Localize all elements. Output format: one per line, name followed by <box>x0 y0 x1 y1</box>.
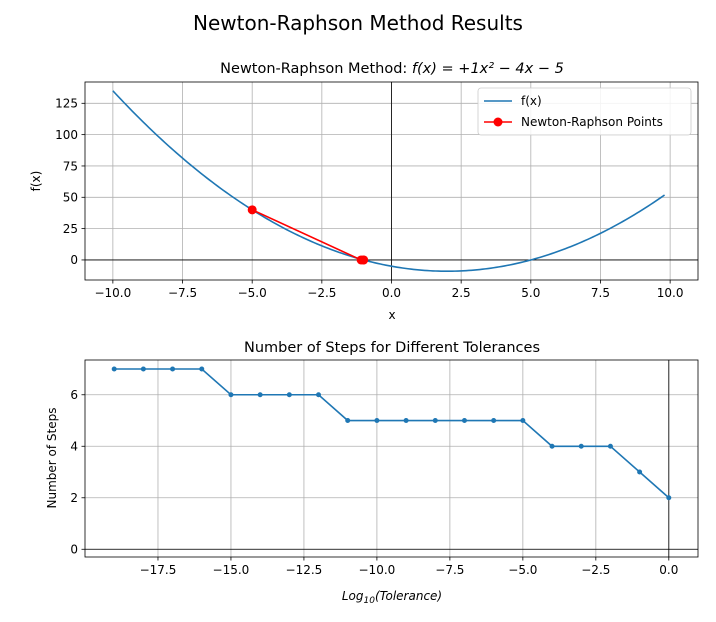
steps-point <box>607 443 613 449</box>
x-tick-label: −2.5 <box>581 563 610 577</box>
nr-plot-xlabel: x <box>388 308 395 322</box>
x-tick-label: −7.5 <box>435 563 464 577</box>
steps-plot-xlabel: Log10(Tolerance) <box>342 589 442 606</box>
steps-point <box>286 392 292 398</box>
x-tick-label: −10.0 <box>359 563 396 577</box>
nr-plot-ylabel: f(x) <box>29 171 43 192</box>
legend-marker-nr <box>493 117 503 127</box>
series-line-fx <box>112 90 666 273</box>
steps-point <box>491 418 497 424</box>
steps-point <box>316 392 322 398</box>
steps-plot-series <box>111 366 672 501</box>
y-tick-label: 25 <box>63 222 78 236</box>
steps-plot-ticks: −17.5 −15.0 −12.5 −10.0 −7.5 −5.0 −2.5 0.0 0 2 4 6 <box>70 388 678 577</box>
nr-function-plot: Newton-Raphson Method: f(x) = +1x² − 4x … <box>29 61 699 322</box>
y-tick-label: 2 <box>70 491 78 505</box>
x-tick-label: 5.0 <box>521 286 540 300</box>
steps-point <box>432 418 438 424</box>
steps-point <box>549 443 555 449</box>
steps-point <box>345 418 351 424</box>
y-tick-label: 125 <box>55 97 78 111</box>
steps-point <box>461 418 467 424</box>
nr-point <box>247 205 257 215</box>
legend-label-nr: Newton-Raphson Points <box>521 115 663 129</box>
nr-plot-title: Newton-Raphson Method: f(x) = +1x² − 4x … <box>220 61 564 77</box>
x-tick-label: −10.0 <box>94 286 131 300</box>
steps-point <box>578 443 584 449</box>
steps-point <box>199 366 205 372</box>
series-line-steps <box>114 368 670 499</box>
x-tick-label: 10.0 <box>657 286 684 300</box>
x-tick-label: −5.0 <box>508 563 537 577</box>
x-tick-label: −12.5 <box>286 563 323 577</box>
x-tick-label: −15.0 <box>213 563 250 577</box>
y-tick-label: 6 <box>70 388 78 402</box>
steps-plot-frame <box>84 359 699 558</box>
nr-plot-legend: f(x) Newton-Raphson Points <box>477 87 692 136</box>
steps-point <box>170 366 176 372</box>
y-tick-label: 75 <box>63 159 78 173</box>
x-tick-label: 0.0 <box>659 563 678 577</box>
nr-plot-series <box>112 90 666 273</box>
x-tick-label: 2.5 <box>452 286 471 300</box>
steps-plot-grid <box>85 360 698 557</box>
y-tick-label: 4 <box>70 440 78 454</box>
steps-point <box>257 392 263 398</box>
steps-point <box>374 418 380 424</box>
steps-point <box>228 392 234 398</box>
x-tick-label: 0.0 <box>382 286 401 300</box>
x-tick-label: −17.5 <box>140 563 177 577</box>
x-tick-label: −7.5 <box>168 286 197 300</box>
y-tick-label: 100 <box>55 128 78 142</box>
x-tick-label: −2.5 <box>307 286 336 300</box>
steps-point <box>637 469 643 475</box>
y-tick-label: 0 <box>70 543 78 557</box>
series-line-nr <box>251 209 364 261</box>
steps-point <box>520 418 526 424</box>
nr-plot-ticks: −10.0 −7.5 −5.0 −2.5 0.0 2.5 5.0 7.5 10.0 0 25 50 75… <box>55 97 683 300</box>
y-tick-label: 0 <box>70 253 78 267</box>
steps-point <box>403 418 409 424</box>
nr-plot-zero-lines <box>85 82 698 280</box>
steps-point <box>111 366 117 372</box>
legend-label-fx: f(x) <box>521 94 542 108</box>
figure-suptitle: Newton-Raphson Method Results <box>193 11 523 35</box>
tolerance-steps-plot: Number of Steps for Different Tolerances… <box>45 340 699 606</box>
steps-plot-zero-lines <box>85 360 698 557</box>
steps-plot-ylabel: Number of Steps <box>45 408 59 509</box>
legend-box <box>477 87 692 136</box>
x-tick-label: −5.0 <box>238 286 267 300</box>
steps-plot-title: Number of Steps for Different Tolerances <box>244 340 540 356</box>
steps-point <box>140 366 146 372</box>
y-tick-label: 50 <box>63 191 78 205</box>
steps-point <box>666 495 672 501</box>
nr-point <box>359 255 369 265</box>
x-tick-label: 7.5 <box>591 286 610 300</box>
